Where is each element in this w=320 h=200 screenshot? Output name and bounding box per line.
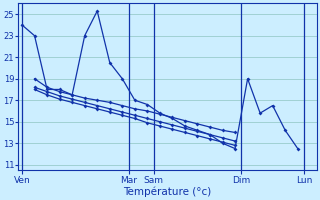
X-axis label: Température (°c): Température (°c) [123,186,212,197]
